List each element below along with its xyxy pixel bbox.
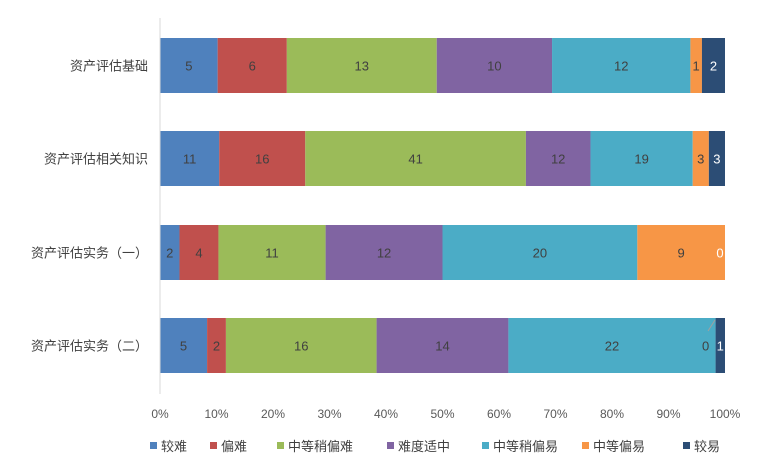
x-tick-label: 10%	[204, 407, 228, 421]
bar-segment	[305, 131, 526, 186]
bar-segment	[376, 318, 509, 373]
data-label: 2	[213, 339, 220, 354]
data-label: 2	[166, 246, 173, 261]
x-tick-label: 90%	[656, 407, 680, 421]
bar-segment	[508, 318, 716, 373]
legend-label: 较难	[161, 439, 187, 454]
data-label: 0	[716, 246, 723, 261]
category-label: 资产评估基础	[70, 59, 148, 74]
x-tick-label: 0%	[151, 407, 169, 421]
x-tick-label: 50%	[430, 407, 454, 421]
x-tick-label: 30%	[317, 407, 341, 421]
bar-segment	[160, 38, 218, 93]
data-label: 13	[355, 59, 369, 74]
data-label: 11	[183, 152, 197, 167]
bar-segment	[179, 225, 219, 280]
category-label: 资产评估实务（二）	[31, 339, 148, 354]
bar-segment	[442, 225, 638, 280]
data-label: 1	[717, 339, 724, 354]
data-label: 5	[185, 59, 192, 74]
data-label: 5	[180, 339, 187, 354]
legend-swatch	[277, 442, 284, 449]
bar-segment	[286, 38, 437, 93]
bar-segment	[590, 131, 693, 186]
legend-swatch	[582, 442, 589, 449]
data-label: 22	[605, 339, 619, 354]
data-label: 3	[697, 152, 704, 167]
x-tick-label: 20%	[261, 407, 285, 421]
bar-segment	[701, 38, 725, 93]
data-label: 0	[702, 339, 709, 354]
bar-segment	[692, 131, 709, 186]
bar-segment	[160, 131, 220, 186]
data-label: 16	[294, 339, 308, 354]
bar-segment	[219, 131, 306, 186]
bar-segment	[207, 318, 226, 373]
x-tick-label: 40%	[374, 407, 398, 421]
legend-swatch	[482, 442, 489, 449]
legend-swatch	[210, 442, 217, 449]
data-label: 2	[710, 59, 717, 74]
x-tick-label: 80%	[600, 407, 624, 421]
legend-label: 中等稍偏易	[493, 439, 558, 454]
bar-segment	[160, 318, 208, 373]
data-label: 10	[487, 59, 501, 74]
leader-line	[707, 319, 716, 332]
legend-label: 偏难	[221, 439, 247, 454]
legend-swatch	[387, 442, 394, 449]
legend-swatch	[150, 442, 157, 449]
legend-label: 较易	[694, 439, 720, 454]
x-tick-label: 70%	[543, 407, 567, 421]
legend-label: 中等偏易	[593, 439, 645, 454]
data-label: 16	[255, 152, 269, 167]
bar-segment	[436, 38, 553, 93]
bar-segment	[708, 131, 725, 186]
data-label: 12	[551, 152, 565, 167]
bar-segment	[715, 318, 725, 373]
data-label: 3	[713, 152, 720, 167]
bar-segment	[160, 225, 180, 280]
bar-segment	[690, 38, 702, 93]
data-label: 4	[195, 246, 202, 261]
data-label: 14	[435, 339, 449, 354]
bar-segment	[217, 38, 287, 93]
data-label: 11	[265, 246, 279, 261]
data-label: 12	[614, 59, 628, 74]
data-label: 9	[678, 246, 685, 261]
bar-segment	[637, 225, 725, 280]
bar-segment	[218, 225, 326, 280]
x-tick-label: 60%	[487, 407, 511, 421]
data-label: 6	[249, 59, 256, 74]
legend-label: 中等稍偏难	[288, 439, 353, 454]
data-label: 19	[634, 152, 648, 167]
bar-segment	[552, 38, 691, 93]
data-label: 1	[693, 59, 700, 74]
data-label: 12	[377, 246, 391, 261]
bar-segment	[325, 225, 443, 280]
legend-label: 难度适中	[398, 439, 450, 454]
legend-swatch	[683, 442, 690, 449]
bar-segment	[225, 318, 377, 373]
category-label: 资产评估相关知识	[44, 152, 148, 167]
x-tick-label: 100%	[710, 407, 741, 421]
data-label: 41	[408, 152, 422, 167]
data-label: 20	[533, 246, 547, 261]
bar-segment	[525, 131, 591, 186]
category-label: 资产评估实务（一）	[31, 246, 148, 261]
